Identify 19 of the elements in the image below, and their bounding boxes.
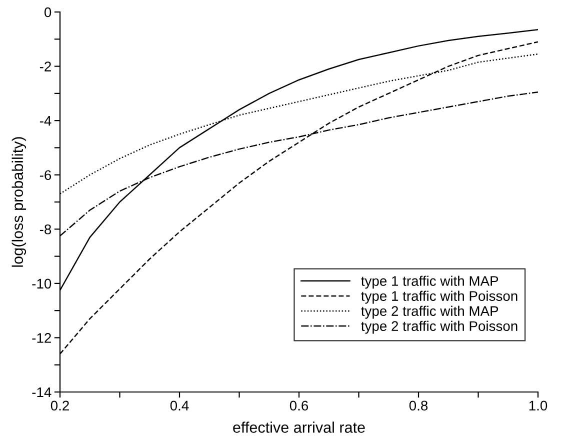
x-tick-label: 0.6 [290,400,308,411]
y-tick-label: -10 [32,278,52,289]
y-tick-label: -4 [40,116,52,126]
y-tick-label: -14 [32,387,52,398]
y-tick-label: -2 [40,62,51,72]
legend-label: type 2 traffic with Poisson [361,320,518,334]
x-tick-label: 0.8 [409,400,428,411]
y-axis-title: log(loss probability) [12,137,26,267]
y-tick-label: -12 [32,333,51,343]
legend-label: type 1 traffic with MAP [361,276,498,289]
legend-label: type 2 traffic with MAP [361,306,498,319]
y-tick-label: -8 [40,224,52,234]
y-tick-label: -6 [40,170,52,180]
legend-label: type 1 traffic with Poisson [361,290,518,304]
x-tick-label: 1.0 [529,400,548,411]
x-tick-label: 0.2 [50,400,69,411]
x-axis-title: effective arrival rate [233,422,365,433]
y-tick-label: 0 [44,7,52,18]
x-tick-label: 0.4 [170,400,189,411]
